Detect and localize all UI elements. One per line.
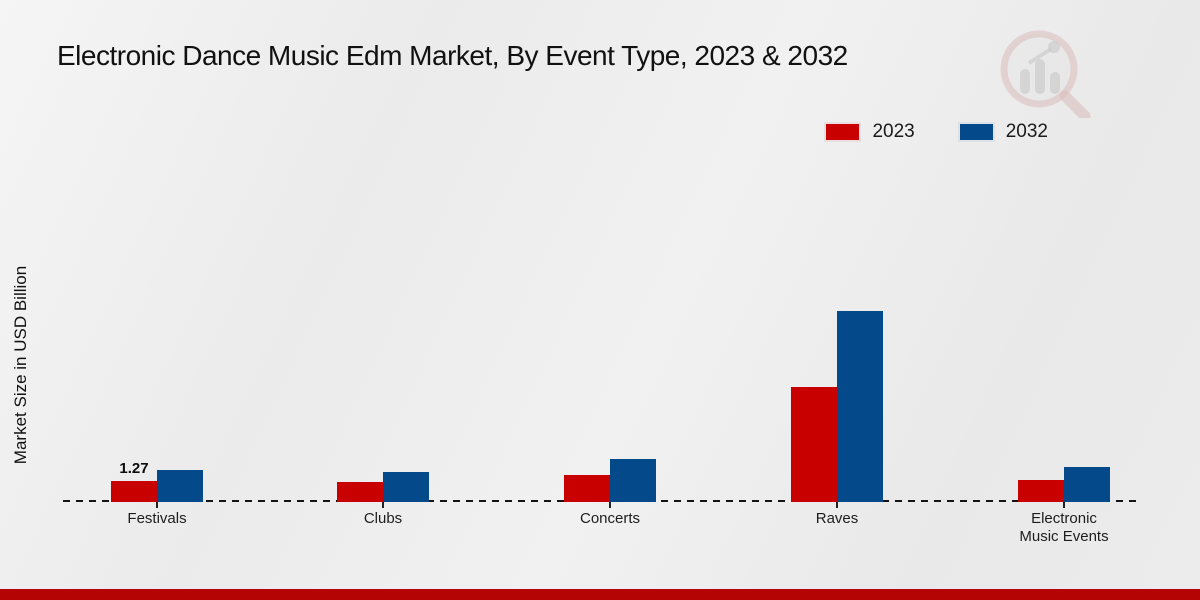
bar-2023-electronic-music-events: [1018, 480, 1064, 502]
legend-label: 2023: [872, 121, 915, 142]
legend-swatch-2032: [958, 123, 994, 141]
x-axis-tick: [1063, 502, 1065, 508]
bar-2023-clubs: [337, 481, 383, 502]
category-label-electronic-music-events: Electronic Music Events: [1019, 510, 1109, 546]
category-label-clubs: Clubs: [363, 510, 403, 527]
bar-2032-clubs: [383, 472, 429, 502]
legend-label: 2032: [1005, 121, 1048, 142]
bar-2032-concerts: [610, 458, 656, 502]
legend-item-2023: 2023: [825, 121, 915, 143]
legend-swatch-2023: [825, 123, 861, 141]
x-axis-tick: [836, 502, 838, 508]
category-label-concerts: Concerts: [579, 510, 641, 527]
category-label-raves: Raves: [815, 510, 859, 527]
chart-title: Electronic Dance Music Edm Market, By Ev…: [57, 40, 848, 71]
bar-2023-concerts: [564, 474, 610, 502]
legend-item-2032: 2032: [958, 121, 1048, 143]
category-label-festivals: Festivals: [127, 510, 187, 527]
x-axis-tick: [609, 502, 611, 508]
bar-2023-festivals: [111, 481, 157, 502]
x-axis-tick: [156, 502, 158, 508]
y-axis-label: Market Size in USD Billion: [11, 265, 30, 465]
x-axis-tick: [382, 502, 384, 508]
bar-2023-raves: [791, 387, 837, 502]
bar-2032-festivals: [157, 470, 203, 502]
footer-red-bar: [0, 589, 1200, 600]
data-label-2023-festivals: 1.27: [119, 460, 149, 478]
bar-2032-electronic-music-events: [1064, 467, 1110, 502]
bar-2032-raves: [837, 311, 883, 502]
legend: 2023 2032: [825, 121, 1048, 143]
market-research-logo-watermark: [993, 28, 1093, 122]
